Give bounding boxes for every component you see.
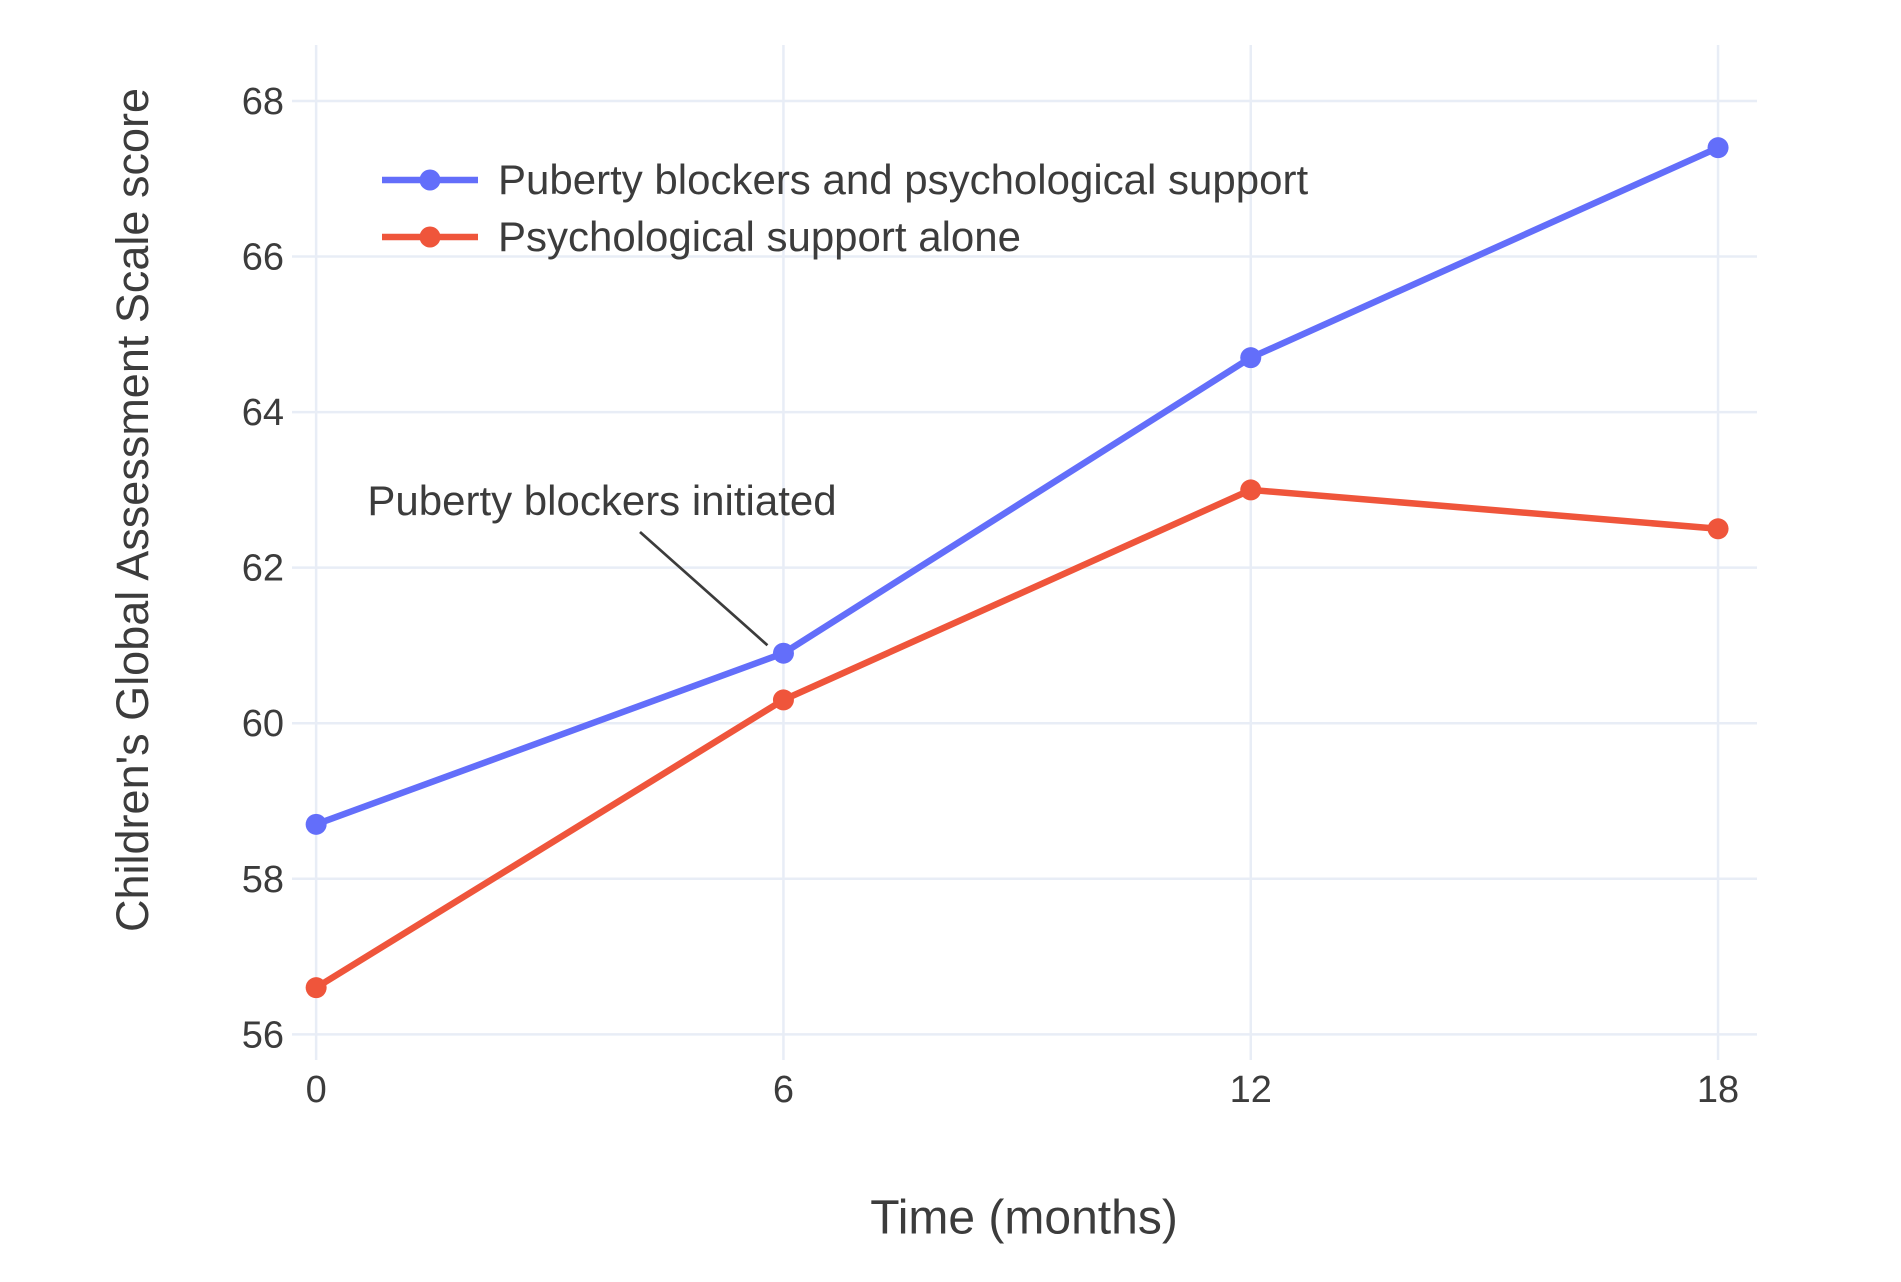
legend-swatch-line-marker-icon — [382, 169, 478, 191]
data-point-series0-month12[interactable] — [1240, 347, 1262, 369]
y-tick-label-66: 66 — [242, 237, 284, 279]
y-axis-title: Children's Global Assessment Scale score — [107, 88, 158, 932]
legend-item-puberty-blockers[interactable]: Puberty blockers and psychological suppo… — [380, 156, 1309, 203]
x-tick-label-18: 18 — [1697, 1069, 1739, 1111]
annotation-text: Puberty blockers initiated — [367, 477, 837, 524]
series-line-0 — [312, 144, 1722, 828]
y-tick-label-64: 64 — [242, 392, 284, 434]
y-tick-label-60: 60 — [242, 703, 284, 745]
x-tick-label-6: 6 — [773, 1069, 794, 1111]
legend-label-puberty-blockers: Puberty blockers and psychological suppo… — [498, 156, 1309, 203]
y-tick-label-68: 68 — [242, 81, 284, 123]
data-point-series0-month18[interactable] — [1707, 137, 1729, 159]
data-point-series0-month0[interactable] — [305, 813, 327, 835]
series-line-1 — [312, 486, 1722, 991]
annotation-arrow-line — [639, 530, 769, 647]
legend: Puberty blockers and psychological suppo… — [380, 156, 1309, 260]
data-point-series1-month12[interactable] — [1240, 479, 1262, 501]
legend-item-psych-support-alone[interactable]: Psychological support alone — [380, 213, 1308, 260]
x-tick-label-0: 0 — [306, 1069, 327, 1111]
data-point-series0-month6[interactable] — [772, 642, 794, 664]
data-point-series1-month0[interactable] — [305, 977, 327, 999]
y-tick-label-56: 56 — [242, 1014, 284, 1056]
y-tick-label-62: 62 — [242, 548, 284, 590]
data-point-series1-month6[interactable] — [772, 689, 794, 711]
x-tick-label-12: 12 — [1230, 1069, 1272, 1111]
data-point-series1-month18[interactable] — [1707, 518, 1729, 540]
legend-label-psych-support-alone: Psychological support alone — [498, 213, 1021, 260]
y-tick-label-58: 58 — [242, 859, 284, 901]
x-axis-title: Time (months) — [870, 1191, 1178, 1245]
legend-swatch-line-marker-icon — [382, 226, 478, 248]
